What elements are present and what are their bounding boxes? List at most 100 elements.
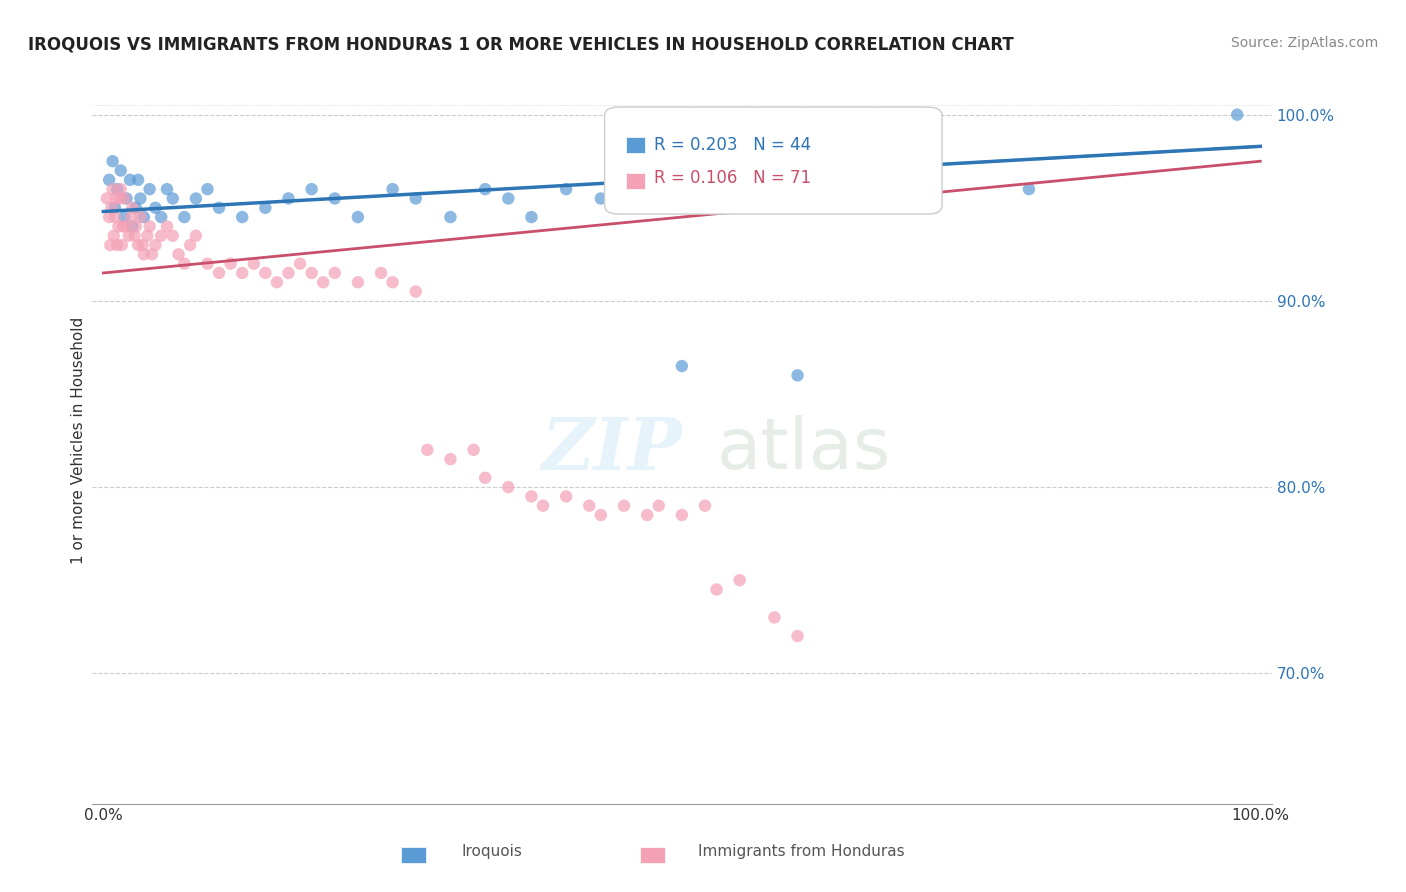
Point [104, 201, 127, 215]
Point [121, 219, 143, 234]
Point [103, 228, 125, 243]
Point [578, 499, 600, 513]
Point [555, 182, 578, 196]
Point [636, 508, 658, 522]
Point [145, 238, 167, 252]
Text: R = 0.203   N = 44: R = 0.203 N = 44 [654, 136, 811, 153]
Point [105, 191, 128, 205]
Point [98, 238, 121, 252]
Point [107, 219, 129, 234]
Point [613, 499, 636, 513]
Point [301, 266, 323, 280]
Point [1226, 108, 1249, 122]
Point [156, 182, 179, 196]
Point [347, 210, 370, 224]
Point [150, 228, 173, 243]
Point [266, 275, 288, 289]
Point [162, 191, 184, 205]
Point [111, 238, 134, 252]
Point [96, 191, 118, 205]
Point [115, 191, 138, 205]
Point [231, 266, 253, 280]
Point [323, 266, 346, 280]
Point [127, 173, 149, 187]
Point [728, 573, 751, 587]
Point [124, 228, 146, 243]
Point [112, 191, 135, 205]
Point [498, 191, 520, 205]
Point [167, 247, 190, 261]
Point [125, 201, 148, 215]
Point [179, 238, 201, 252]
Point [277, 266, 299, 280]
Point [786, 629, 808, 643]
Point [184, 228, 207, 243]
Point [132, 210, 155, 224]
Point [647, 499, 669, 513]
Point [121, 201, 143, 215]
Point [254, 266, 277, 280]
Point [589, 191, 612, 205]
Point [129, 191, 152, 205]
Point [108, 191, 131, 205]
Point [118, 173, 141, 187]
Point [693, 499, 716, 513]
Point [101, 182, 124, 196]
Text: R = 0.106   N = 71: R = 0.106 N = 71 [654, 169, 811, 187]
Point [112, 219, 135, 234]
Point [405, 191, 427, 205]
Point [288, 257, 311, 271]
Point [498, 480, 520, 494]
Text: Source: ZipAtlas.com: Source: ZipAtlas.com [1230, 36, 1378, 50]
Point [184, 191, 207, 205]
Point [197, 182, 219, 196]
Point [110, 163, 132, 178]
Point [474, 471, 496, 485]
Point [138, 182, 160, 196]
Point [1018, 182, 1040, 196]
Point [118, 228, 141, 243]
Point [381, 182, 404, 196]
Point [347, 275, 370, 289]
Point [763, 610, 786, 624]
Point [474, 182, 496, 196]
Point [370, 266, 392, 280]
Y-axis label: 1 or more Vehicles in Household: 1 or more Vehicles in Household [72, 317, 86, 564]
Point [131, 238, 153, 252]
Point [115, 219, 138, 234]
Point [136, 228, 159, 243]
Point [405, 285, 427, 299]
Point [150, 210, 173, 224]
Text: ZIP: ZIP [541, 415, 682, 485]
Point [254, 201, 277, 215]
Point [100, 201, 122, 215]
Point [105, 238, 128, 252]
Point [520, 489, 543, 503]
Point [439, 210, 461, 224]
Point [125, 219, 148, 234]
Point [104, 210, 127, 224]
Point [301, 182, 323, 196]
Point [624, 182, 647, 196]
Point [416, 442, 439, 457]
Point [173, 210, 195, 224]
Point [520, 210, 543, 224]
Point [120, 210, 142, 224]
Point [728, 191, 751, 205]
Point [112, 210, 135, 224]
Point [786, 368, 808, 383]
Point [277, 191, 299, 205]
Point [531, 499, 554, 513]
Point [706, 582, 728, 597]
Point [589, 508, 612, 522]
Text: Iroquois: Iroquois [461, 845, 523, 859]
Text: Immigrants from Honduras: Immigrants from Honduras [699, 845, 904, 859]
Point [127, 238, 149, 252]
Point [463, 442, 485, 457]
Point [555, 489, 578, 503]
Point [156, 219, 179, 234]
Point [208, 266, 231, 280]
Point [141, 247, 163, 261]
Point [173, 257, 195, 271]
Point [671, 508, 693, 522]
